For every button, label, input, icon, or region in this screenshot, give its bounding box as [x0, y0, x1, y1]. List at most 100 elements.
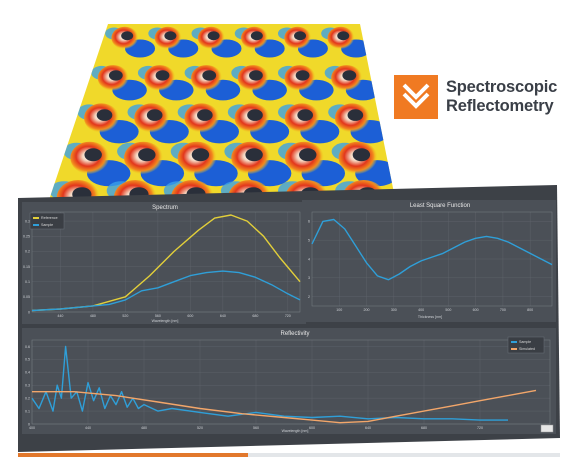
surface-pit-center — [347, 109, 364, 121]
plot-frame — [31, 211, 301, 313]
x-tick-label: 480 — [141, 426, 147, 430]
x-tick-label: 520 — [197, 426, 203, 430]
progress-fill — [18, 453, 248, 457]
spectrum-xlabel: Wavelength [nm] — [152, 319, 179, 323]
y-tick-label: 0.3 — [25, 219, 30, 223]
x-tick-label: 440 — [85, 426, 91, 430]
surface-pit-center — [164, 31, 177, 41]
y-tick-label: 0.25 — [23, 235, 30, 239]
surface-pit-center — [297, 109, 313, 121]
double-chevron-down-icon — [402, 83, 430, 109]
reflectivity-xlabel: Wavelength [nm] — [282, 429, 309, 433]
y-tick-label: 0.2 — [25, 250, 30, 254]
y-tick-label: 6 — [308, 220, 310, 224]
x-tick-label: 640 — [220, 314, 226, 318]
x-tick-label: 480 — [90, 314, 96, 318]
brand-name: Spectroscopic Reflectometry — [446, 78, 557, 116]
x-tick-label: 800 — [527, 308, 533, 312]
surface-pit-center — [108, 70, 123, 81]
spectrum-legend-sample: Sample — [41, 223, 53, 227]
spectrum-chart: 440 480 520 560 600 640 680 720 0 0.05 0.1 0.15 0.2 0… — [23, 211, 301, 318]
brand-line-1: Spectroscopic — [446, 78, 558, 96]
x-tick-label: 680 — [421, 426, 427, 430]
lsf-panel — [302, 200, 556, 322]
surface-pit-center — [84, 148, 102, 162]
x-tick-label: 700 — [500, 308, 506, 312]
spectrum-legend: Reference Sample — [29, 212, 65, 230]
lsf-title: Least Square Function — [410, 203, 470, 209]
x-tick-label: 680 — [252, 314, 258, 318]
y-tick-label: 0.1 — [25, 280, 30, 284]
surface-pit-center — [352, 148, 371, 162]
spectrum-panel — [22, 202, 306, 324]
surface-pit-center — [155, 70, 170, 81]
y-tick-label: 0.2 — [25, 396, 30, 400]
reflectivity-title: Reflectivity — [280, 331, 309, 337]
series-line-sample — [31, 270, 301, 312]
x-tick-label: 600 — [309, 426, 315, 430]
surface-pit-center — [249, 70, 263, 81]
reflectivity-legend: Sample Simulated — [507, 336, 545, 354]
surface-pit-center — [247, 109, 263, 121]
x-tick-label: 300 — [391, 308, 397, 312]
x-tick-label: 560 — [155, 314, 161, 318]
brand-logo — [394, 75, 438, 119]
surface-pit-center — [138, 148, 156, 162]
series-line-simulated — [32, 389, 537, 424]
x-tick-label: 560 — [253, 426, 259, 430]
brand-line-2: Reflectometry — [446, 97, 554, 115]
surface-pit-center — [202, 70, 217, 81]
y-tick-label: 0.3 — [25, 384, 30, 388]
surface-pit-center — [207, 31, 220, 41]
reflectivity-legend-sample: Sample — [519, 340, 531, 344]
x-tick-label: 720 — [285, 314, 291, 318]
surface-pit-center — [96, 109, 113, 121]
surface-pit-center — [121, 31, 134, 41]
plot-frame — [311, 211, 553, 307]
y-tick-label: 0.6 — [25, 345, 30, 349]
x-tick-label: 600 — [473, 308, 479, 312]
surface-pit-center — [191, 148, 210, 162]
surface-pit-center — [250, 31, 263, 41]
y-tick-label: 0.4 — [25, 371, 30, 375]
surface-pit-center — [337, 31, 350, 41]
y-tick-label: 0 — [28, 422, 30, 426]
series-line-0 — [311, 218, 553, 281]
surface-pit-center — [294, 31, 307, 41]
surface-pit-center — [245, 148, 263, 162]
x-tick-label: 600 — [187, 314, 193, 318]
y-tick-label: 2 — [308, 295, 310, 299]
y-tick-label: 0 — [28, 310, 30, 314]
y-tick-label: 5 — [308, 239, 310, 243]
y-tick-label: 0.15 — [23, 265, 30, 269]
reflectivity-chart: 400 440 480 520 560 600 640 680 720 0 0.1 0.2 0.3 0.4… — [25, 339, 551, 430]
lsf-xlabel: Thickness [nm] — [418, 315, 442, 319]
x-tick-label: 440 — [57, 314, 63, 318]
y-tick-label: 0.5 — [25, 358, 30, 362]
x-tick-label: 400 — [29, 426, 35, 430]
x-tick-label: 520 — [122, 314, 128, 318]
window-button[interactable] — [540, 424, 554, 433]
y-tick-label: 3 — [308, 276, 310, 280]
progress-track — [18, 453, 560, 457]
plot-frame — [31, 339, 551, 425]
reflectivity-legend-simulated: Simulated — [519, 347, 535, 351]
surface-pit-center — [342, 70, 357, 81]
x-tick-label: 640 — [365, 426, 371, 430]
lsf-chart: 100 200 300 400 500 600 700 800 2 3 4 5 6 — [308, 211, 553, 312]
x-tick-label: 200 — [364, 308, 370, 312]
y-tick-label: 0.1 — [25, 409, 30, 413]
y-tick-label: 4 — [308, 257, 310, 261]
surface-pit-center — [197, 109, 213, 121]
surface-pit-center — [299, 148, 317, 162]
spectrum-legend-reference: Reference — [41, 216, 58, 220]
surface-pit-center — [146, 109, 163, 121]
surface-pit-center — [295, 70, 310, 81]
spectrum-title: Spectrum — [152, 205, 178, 211]
x-tick-label: 100 — [336, 308, 342, 312]
x-tick-label: 400 — [418, 308, 424, 312]
x-tick-label: 720 — [477, 426, 483, 430]
y-tick-label: 0.05 — [23, 295, 30, 299]
x-tick-label: 500 — [445, 308, 451, 312]
